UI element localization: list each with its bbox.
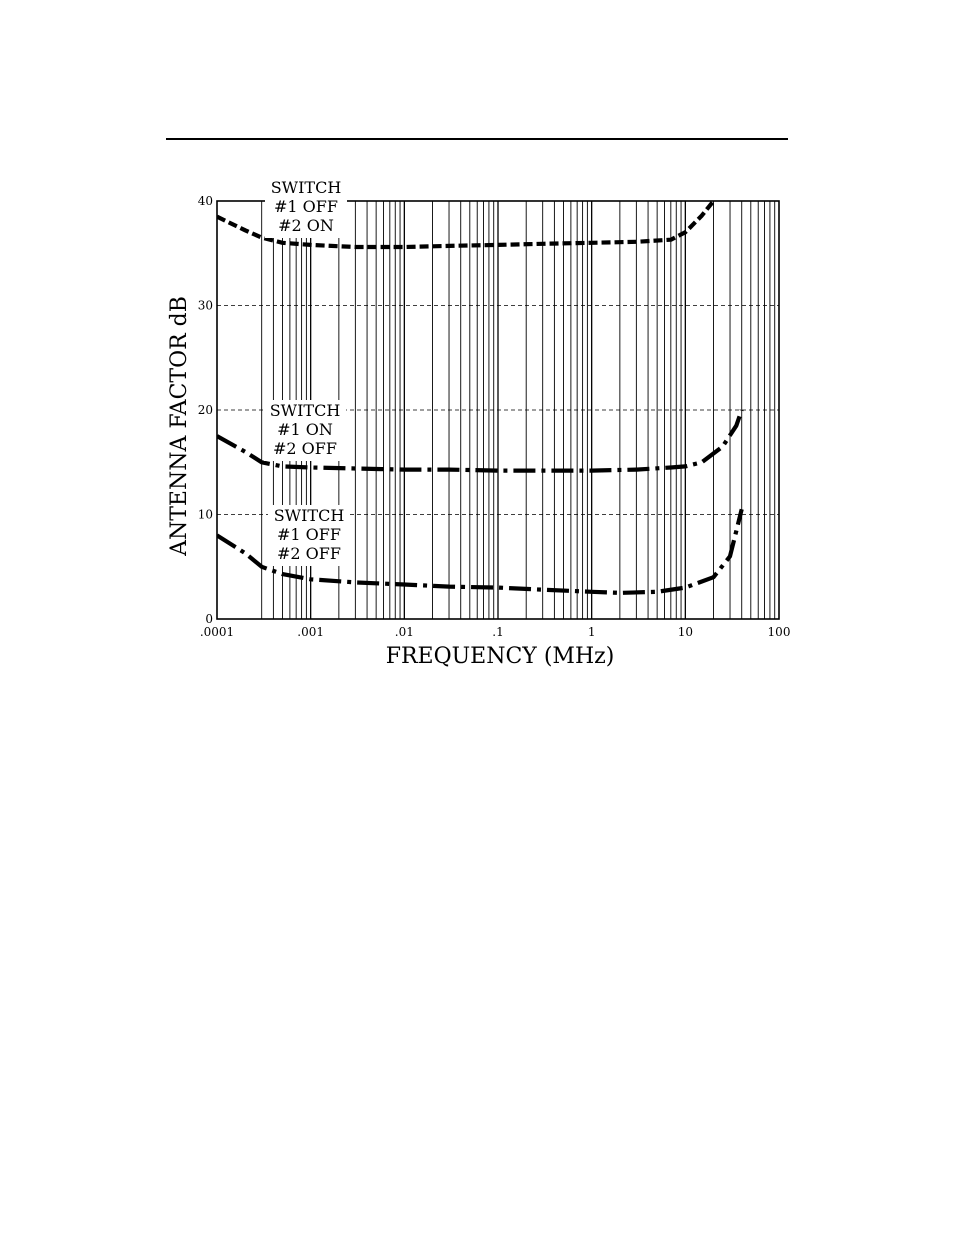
series-label-line: #2 OFF <box>273 439 337 458</box>
x-tick-label: .1 <box>492 625 503 639</box>
x-axis-title: FREQUENCY (MHz) <box>386 644 615 669</box>
series-label-line: #1 OFF <box>277 525 341 544</box>
series-label-backing <box>265 177 347 238</box>
series-label-2: SWITCH#1 ON#2 OFF <box>264 400 346 461</box>
x-tick-label: .01 <box>395 625 414 639</box>
tick-layer: .0001 .001 .01 .1 1 10 100 0 10 20 30 40 <box>198 194 791 639</box>
series-label-line: SWITCH <box>271 178 342 197</box>
series-line-2 <box>217 409 744 473</box>
y-tick-label: 40 <box>198 194 213 208</box>
series-label-1: SWITCH#1 OFF#2 ON <box>265 177 347 238</box>
series-label-line: #1 OFF <box>274 197 338 216</box>
series-label-3: SWITCH#1 OFF#2 OFF <box>268 505 350 566</box>
x-tick-label: .0001 <box>200 625 234 639</box>
y-tick-label: 30 <box>198 299 213 313</box>
series-label-line: #2 ON <box>278 216 334 235</box>
series-label-line: SWITCH <box>270 401 341 420</box>
y-axis-title: ANTENNA FACTOR dB <box>167 296 192 557</box>
x-tick-label: 100 <box>768 625 791 639</box>
x-tick-label: 10 <box>678 625 693 639</box>
x-tick-label: .001 <box>297 625 324 639</box>
series-layer <box>217 201 744 595</box>
y-tick-label: 20 <box>198 403 213 417</box>
y-tick-label: 10 <box>198 508 213 522</box>
series-label-line: #1 ON <box>277 420 333 439</box>
series-label-backing <box>268 505 350 566</box>
series-line-1 <box>217 201 716 250</box>
series-label-backing <box>264 400 346 461</box>
plot-frame <box>216 200 780 620</box>
series-label-line: SWITCH <box>274 506 345 525</box>
x-tick-label: 1 <box>588 625 596 639</box>
series-label-line: #2 OFF <box>277 544 341 563</box>
y-tick-label: 0 <box>205 612 213 626</box>
series-line-3 <box>217 508 744 595</box>
header-rule <box>166 138 788 140</box>
